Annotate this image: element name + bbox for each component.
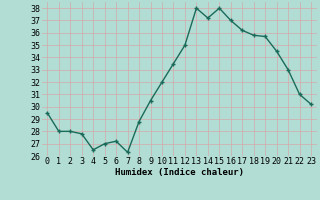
X-axis label: Humidex (Indice chaleur): Humidex (Indice chaleur)	[115, 168, 244, 177]
